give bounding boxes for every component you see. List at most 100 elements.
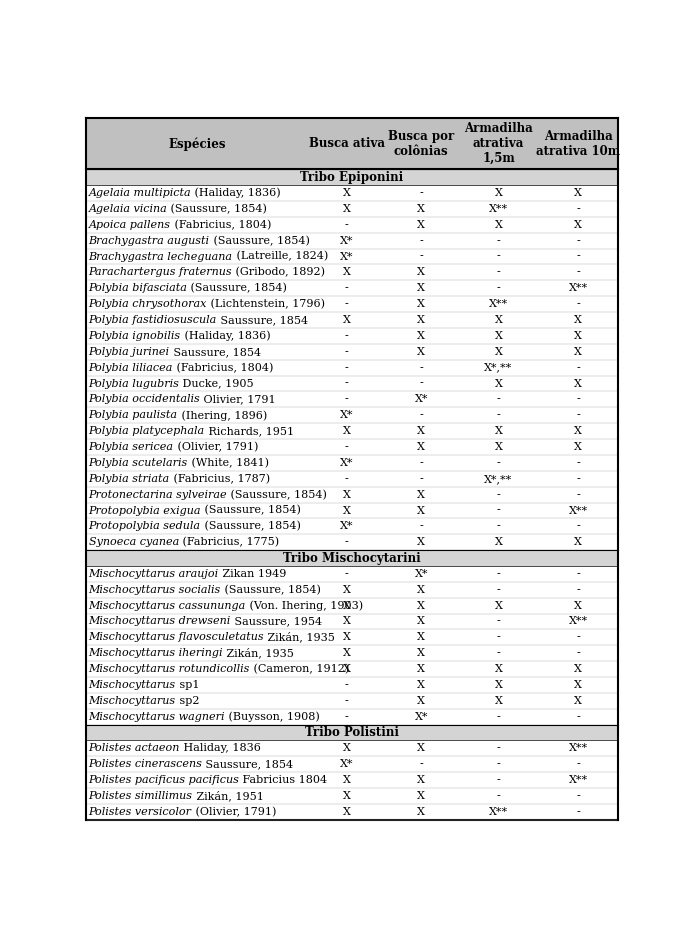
Text: X*: X*	[340, 411, 354, 420]
Text: Polybia sericea: Polybia sericea	[89, 442, 174, 452]
Text: X**: X**	[569, 775, 588, 785]
Text: X*: X*	[340, 252, 354, 262]
Text: X: X	[418, 791, 425, 801]
Text: X: X	[418, 220, 425, 229]
Text: Richards, 1951: Richards, 1951	[205, 426, 294, 437]
Text: -: -	[345, 442, 348, 452]
Text: Armadilha
atrativa
1,5m: Armadilha atrativa 1,5m	[464, 122, 533, 166]
Text: Armadilha
atrativa 10m: Armadilha atrativa 10m	[537, 130, 620, 158]
Text: Brachygastra augusti: Brachygastra augusti	[89, 236, 210, 246]
Text: -: -	[576, 411, 581, 420]
Text: (Von. Ihering, 1903): (Von. Ihering, 1903)	[246, 600, 363, 610]
Text: (Fabricius, 1804): (Fabricius, 1804)	[170, 219, 271, 230]
Bar	[86, 118, 618, 169]
Text: -: -	[345, 696, 348, 706]
Text: X: X	[495, 378, 502, 388]
Text: X**: X**	[569, 506, 588, 515]
Bar	[86, 439, 618, 455]
Text: X*: X*	[414, 394, 428, 404]
Text: X: X	[418, 331, 425, 341]
Text: sp2: sp2	[176, 696, 199, 706]
Text: Polybia striata: Polybia striata	[89, 474, 170, 484]
Text: sp1: sp1	[176, 680, 199, 690]
Text: -: -	[497, 585, 500, 595]
Text: Polybia platycephala: Polybia platycephala	[89, 426, 205, 437]
Text: X: X	[574, 188, 583, 198]
Text: X: X	[343, 664, 350, 674]
Text: X: X	[495, 220, 502, 229]
Text: Mischocyttarus iheringi: Mischocyttarus iheringi	[89, 648, 223, 659]
Text: Polybia bifasciata: Polybia bifasciata	[89, 283, 188, 293]
Text: Polistes versicolor: Polistes versicolor	[89, 807, 192, 817]
Text: Mischocyttarus: Mischocyttarus	[89, 680, 176, 690]
Text: X: X	[418, 775, 425, 785]
Text: X: X	[495, 600, 502, 610]
Text: (Lichtenstein, 1796): (Lichtenstein, 1796)	[207, 299, 325, 309]
Text: X*,**: X*,**	[484, 363, 513, 373]
Text: X: X	[343, 585, 350, 595]
Text: X: X	[574, 537, 583, 548]
Text: X: X	[495, 696, 502, 706]
Text: Polybia occidentalis: Polybia occidentalis	[89, 394, 201, 404]
Text: X: X	[574, 347, 583, 357]
Text: Mischocyttarus araujoi: Mischocyttarus araujoi	[89, 569, 218, 579]
Text: X: X	[418, 347, 425, 357]
Text: X: X	[418, 442, 425, 452]
Text: Polistes simillimus: Polistes simillimus	[89, 791, 192, 801]
Text: X: X	[343, 188, 350, 198]
Text: X: X	[418, 600, 425, 610]
Text: Busca ativa: Busca ativa	[308, 137, 385, 150]
Text: -: -	[497, 394, 500, 404]
Text: X: X	[418, 537, 425, 548]
Bar	[86, 772, 618, 788]
Bar	[86, 391, 618, 407]
Text: X: X	[574, 378, 583, 388]
Text: Saussure, 1854: Saussure, 1854	[217, 315, 308, 325]
Text: X: X	[574, 220, 583, 229]
Text: -: -	[345, 394, 348, 404]
Text: X**: X**	[489, 204, 508, 214]
Text: (Fabricius, 1804): (Fabricius, 1804)	[173, 363, 273, 373]
Text: X: X	[418, 807, 425, 817]
Text: Polistes actaeon: Polistes actaeon	[89, 744, 180, 753]
Text: X: X	[343, 315, 350, 325]
Text: X: X	[418, 426, 425, 437]
Text: X: X	[343, 204, 350, 214]
Text: X: X	[418, 267, 425, 278]
Text: X**: X**	[489, 807, 508, 817]
Text: X: X	[495, 188, 502, 198]
Text: X*: X*	[340, 522, 354, 531]
Text: -: -	[420, 522, 423, 531]
Text: Polybia fastidiosuscula: Polybia fastidiosuscula	[89, 315, 217, 325]
Bar	[86, 376, 618, 391]
Bar	[86, 407, 618, 424]
Bar	[86, 233, 618, 249]
Text: -: -	[345, 331, 348, 341]
Text: Mischocyttarus drewseni: Mischocyttarus drewseni	[89, 616, 231, 626]
Text: Fabricius 1804: Fabricius 1804	[239, 775, 328, 785]
Text: (Saussure, 1854): (Saussure, 1854)	[221, 585, 321, 595]
Text: Polybia chrysothorax: Polybia chrysothorax	[89, 299, 207, 309]
Bar	[86, 344, 618, 360]
Text: Protopolybia exigua: Protopolybia exigua	[89, 506, 201, 515]
Bar	[86, 360, 618, 376]
Bar	[86, 487, 618, 502]
Text: Brachygastra lecheguana: Brachygastra lecheguana	[89, 252, 232, 262]
Text: X: X	[343, 426, 350, 437]
Text: X**: X**	[569, 744, 588, 753]
Text: Polybia scutelaris: Polybia scutelaris	[89, 458, 188, 468]
Text: X*,**: X*,**	[484, 474, 513, 484]
Text: Mischocyttarus flavosculetatus: Mischocyttarus flavosculetatus	[89, 633, 264, 642]
Text: (Saussure, 1854): (Saussure, 1854)	[210, 236, 309, 246]
Text: X: X	[418, 204, 425, 214]
Bar	[86, 693, 618, 709]
Text: (Latreille, 1824): (Latreille, 1824)	[232, 252, 328, 262]
Bar	[86, 280, 618, 296]
Text: -: -	[345, 283, 348, 293]
Text: Tribo Mischocytarini: Tribo Mischocytarini	[283, 551, 421, 564]
Text: X: X	[574, 315, 583, 325]
Text: -: -	[420, 188, 423, 198]
Text: -: -	[345, 569, 348, 579]
Text: X: X	[495, 331, 502, 341]
Text: -: -	[576, 807, 581, 817]
